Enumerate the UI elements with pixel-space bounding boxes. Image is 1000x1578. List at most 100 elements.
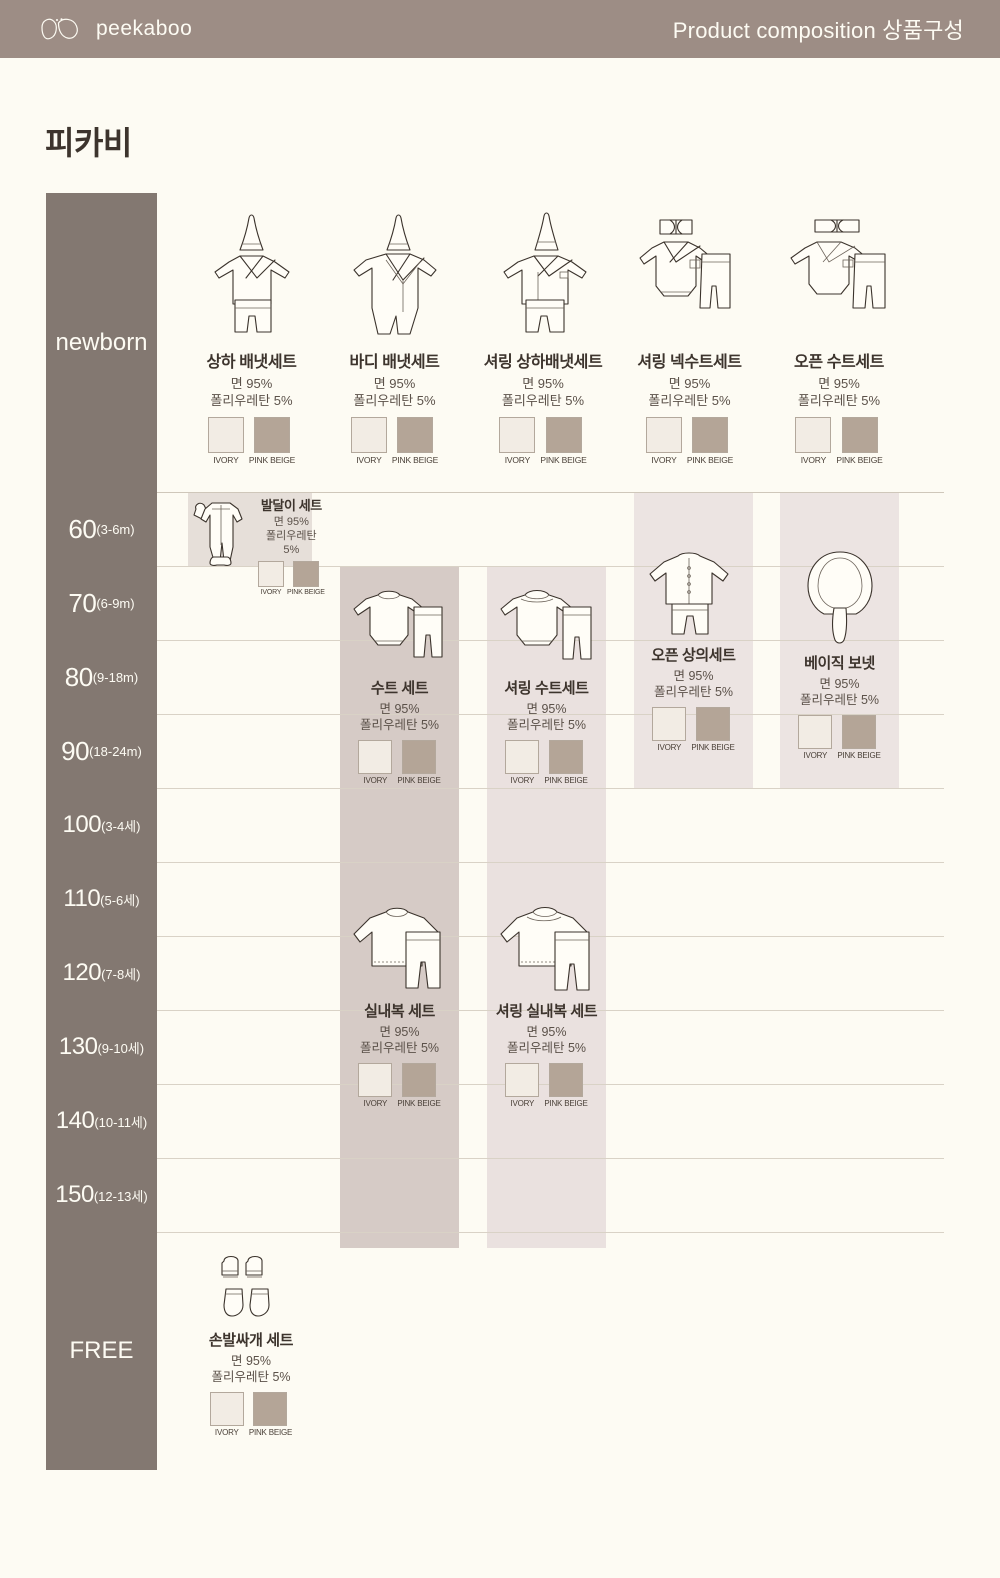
swatch-ivory-box	[505, 740, 540, 774]
header-title: Product composition 상품구성	[672, 18, 964, 43]
swatch-ivory[interactable]: IVORY	[207, 417, 244, 466]
swatch-pink-beige[interactable]: PINK BEIGE	[836, 417, 883, 465]
swatch-pink-beige[interactable]: PINK BEIGE	[287, 561, 325, 596]
product-card-shirring-suit-set[interactable]: 셔링 수트세트 면 95% 폴리우레탄 5% IVORY PINK BEIGE	[487, 585, 606, 785]
product-composition: 면 95% 폴리우레탄 5%	[353, 376, 436, 408]
size-label-80[interactable]: 80 (9-18m)	[46, 640, 157, 714]
swatch-ivory[interactable]: IVORY	[499, 417, 536, 465]
product-composition: 면 95% 폴리우레탄 5%	[359, 1025, 440, 1055]
product-card-shirring-sangha-baenet[interactable]: 셔링 상하배냇세트 면 95% 폴리우레탄 5% IVORY PINK BEIGE	[478, 212, 608, 465]
product-card-body-baenet[interactable]: 바디 배냇세트 면 95% 폴리우레탄 5% IVORY PINK BEIGE	[337, 212, 452, 465]
size-label-100[interactable]: 100 (3-4세)	[46, 788, 157, 862]
swatch-ivory[interactable]: IVORY	[652, 707, 687, 752]
size-age-range: (3-4세)	[101, 818, 141, 834]
size-label-110[interactable]: 110 (5-6세)	[46, 862, 157, 936]
product-card-sangha-baenet[interactable]: 상하 배냇세트 면 95% 폴리우레탄 5% IVORY PINK BEIGE	[194, 212, 309, 465]
product-composition: 면 95% 폴리우레탄 5%	[266, 516, 317, 557]
swatch-ivory[interactable]: IVORY	[645, 417, 682, 465]
product-card-shirring-innerwear-set[interactable]: 셔링 실내복 세트 면 95% 폴리우레탄 5% IVORY PINK BEIGE	[481, 900, 612, 1108]
swatch-ivory[interactable]: IVORY	[358, 740, 393, 785]
product-card-baldali[interactable]: 발달이 세트 면 95% 폴리우레탄 5% IVORY PINK BEIGE	[190, 495, 325, 596]
size-number: 90	[61, 735, 90, 766]
color-swatches: IVORY PINK BEIGE	[337, 417, 452, 465]
size-label-90[interactable]: 90 (18-24m)	[46, 714, 157, 788]
product-card-open-top-set[interactable]: 오픈 상의세트 면 95% 폴리우레탄 5% IVORY PINK BEIGE	[634, 548, 753, 752]
size-label-70[interactable]: 70 (6-9m)	[46, 566, 157, 640]
swatch-pink-beige-box	[545, 417, 582, 454]
swatch-pink-beige[interactable]: PINK BEIGE	[687, 417, 733, 465]
band-baldali	[188, 492, 312, 566]
swatch-pink-beige-label: PINK BEIGE	[391, 455, 439, 466]
swatch-ivory-box	[209, 1392, 244, 1426]
swatch-ivory-label: IVORY	[800, 455, 827, 466]
size-number: 130	[58, 1033, 98, 1060]
size-label-120[interactable]: 120 (7-8세)	[46, 936, 157, 1010]
grid-line	[157, 714, 944, 715]
size-label-free[interactable]: FREE	[46, 1232, 157, 1470]
swatch-ivory-box	[358, 740, 393, 774]
product-card-basic-bonnet[interactable]: 베이직 보넷 면 95% 폴리우레탄 5% IVORY PINK BEIGE	[780, 548, 899, 760]
swatch-ivory-label: IVORY	[213, 455, 239, 466]
product-name: 셔링 실내복 세트	[495, 1003, 598, 1020]
swatch-pink-beige-box	[401, 1063, 436, 1097]
color-swatches: IVORY PINK BEIGE	[258, 561, 325, 596]
size-label-newborn[interactable]: newborn	[46, 193, 157, 492]
product-card-mitten-bootie-set[interactable]: 손발싸개 세트 면 95% 폴리우레탄 5% IVORY PINK BEIGE	[190, 1253, 312, 1437]
peekaboo-logo-icon	[36, 14, 84, 44]
swatch-pink-beige[interactable]: PINK BEIGE	[397, 1063, 441, 1108]
swatch-pink-beige[interactable]: PINK BEIGE	[691, 707, 735, 752]
product-card-innerwear-set[interactable]: 실내복 세트 면 95% 폴리우레탄 5% IVORY PINK BEIGE	[340, 900, 459, 1108]
shirring-long-sleeve-top-pants-set-icon	[481, 900, 612, 996]
swatch-pink-beige[interactable]: PINK BEIGE	[392, 417, 438, 465]
size-number: 120	[62, 959, 102, 986]
product-text-block: 발달이 세트 면 95% 폴리우레탄 5% IVORY PINK BEIGE	[258, 495, 325, 596]
grid-line	[157, 1232, 944, 1233]
swatch-pink-beige[interactable]: PINK BEIGE	[544, 740, 588, 785]
product-composition: 면 95% 폴리우레탄 5%	[648, 376, 731, 408]
swatch-pink-beige[interactable]: PINK BEIGE	[837, 715, 881, 760]
swatch-pink-beige-box	[841, 715, 876, 749]
product-name: 바디 배냇세트	[349, 354, 440, 371]
size-age-range: (10-11세)	[94, 1114, 148, 1130]
swatch-ivory[interactable]: IVORY	[350, 417, 387, 465]
product-card-open-suit[interactable]: 오픈 수트세트 면 95% 폴리우레탄 5% IVORY PINK BEIGE	[778, 212, 900, 465]
swatch-ivory-label: IVORY	[510, 776, 535, 785]
color-swatches: IVORY PINK BEIGE	[340, 1063, 459, 1108]
swatch-pink-beige-box	[548, 1063, 583, 1097]
page-header: peekaboo Product composition 상품구성	[0, 0, 1000, 58]
grid-line	[157, 1158, 944, 1159]
swatch-ivory[interactable]: IVORY	[798, 715, 833, 760]
band-shirring-suit	[487, 566, 606, 1248]
swatch-pink-beige[interactable]: PINK BEIGE	[544, 1063, 588, 1108]
swatch-pink-beige-box	[695, 707, 730, 741]
color-swatches: IVORY PINK BEIGE	[778, 417, 900, 465]
swatch-ivory[interactable]: IVORY	[358, 1063, 393, 1108]
swatch-pink-beige-box	[254, 417, 290, 454]
swatch-ivory-box	[798, 715, 833, 749]
swatch-pink-beige[interactable]: PINK BEIGE	[397, 740, 441, 785]
shirring-bodysuit-pants-set-icon	[487, 585, 606, 673]
size-age-range: (3-6m)	[96, 521, 135, 537]
size-number: 70	[68, 587, 97, 618]
swatch-ivory[interactable]: IVORY	[505, 740, 540, 785]
swatch-pink-beige[interactable]: PINK BEIGE	[249, 417, 295, 465]
swatch-ivory[interactable]: IVORY	[505, 1063, 540, 1108]
size-label-140[interactable]: 140 (10-11세)	[46, 1084, 157, 1158]
baby-bonnet-icon	[780, 548, 899, 648]
swatch-ivory[interactable]: IVORY	[258, 561, 284, 596]
size-label-150[interactable]: 150 (12-13세)	[46, 1158, 157, 1232]
product-card-shirring-neck-suit[interactable]: 셔링 넥수트세트 면 95% 폴리우레탄 5% IVORY PINK BEIGE	[627, 212, 752, 465]
swatch-ivory[interactable]: IVORY	[209, 1392, 244, 1437]
product-card-suit-set[interactable]: 수트 세트 면 95% 폴리우레탄 5% IVORY PINK BEIGE	[340, 585, 459, 785]
brand-logo[interactable]: peekaboo	[0, 14, 192, 44]
color-swatches: IVORY PINK BEIGE	[481, 1063, 612, 1108]
swatch-pink-beige[interactable]: PINK BEIGE	[249, 1392, 292, 1437]
swatch-ivory[interactable]: IVORY	[795, 417, 832, 466]
size-label-130[interactable]: 130 (9-10세)	[46, 1010, 157, 1084]
size-number: 60	[68, 513, 97, 544]
product-composition: 면 95% 폴리우레탄 5%	[211, 1354, 291, 1384]
size-label-60[interactable]: 60 (3-6m)	[46, 492, 157, 566]
product-name: 발달이 세트	[260, 498, 322, 513]
color-swatches: IVORY PINK BEIGE	[627, 417, 752, 465]
swatch-pink-beige[interactable]: PINK BEIGE	[540, 417, 587, 465]
